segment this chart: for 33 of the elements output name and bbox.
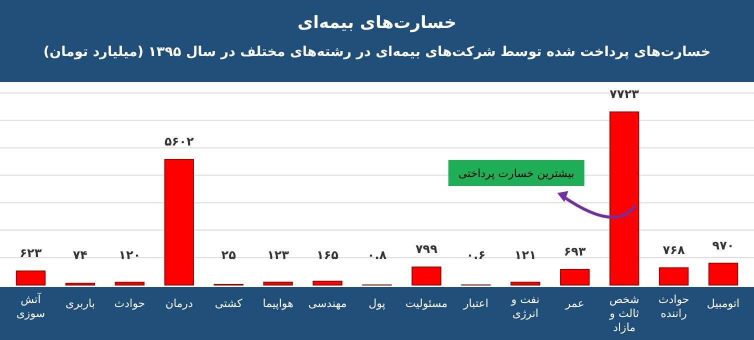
- data-label: ۹۷۰: [712, 238, 734, 252]
- data-label: ۱۲۱: [514, 248, 536, 262]
- x-tick-label: هواپیما: [262, 297, 294, 310]
- data-label: ۱۶۵: [316, 248, 339, 262]
- x-tick-label: آتش سوزی: [16, 292, 46, 320]
- x-tick-label: کشتی: [214, 297, 244, 310]
- x-tick-label: عمر: [564, 297, 584, 310]
- x-tick-label: مسئولیت: [405, 297, 448, 310]
- annotation: بیشترین خسارت پرداختی: [458, 167, 574, 180]
- x-tick-label: حوادث راننده: [658, 293, 690, 320]
- data-label: ۶۲۳: [20, 246, 42, 260]
- x-tick-label: پول: [368, 297, 386, 310]
- x-tick-label: مهندسی: [308, 297, 347, 310]
- data-label: ۷۷۲۳: [610, 87, 640, 101]
- chart-subtitle: خسارت‌های پرداخت شده توسط شرکت‌های بیمه‌ای در رشته‌های مختلف در سال ۱۳۹۵ (میلیارد تومان): [43, 44, 711, 60]
- data-label: ۵۶۰۲: [164, 134, 194, 149]
- x-tick-label: باربری: [65, 297, 95, 310]
- chart-title: خسارت‌های بیمه‌ای: [298, 13, 456, 33]
- data-label: ۱۲۳: [267, 248, 290, 262]
- data-label: ۲۵: [221, 248, 236, 262]
- x-tick-label: اعتبار: [462, 297, 488, 310]
- data-label: ۱۲۰: [118, 248, 141, 262]
- data-label: ۷۴: [72, 248, 88, 262]
- data-label: ۷۹۹: [415, 242, 438, 256]
- x-tick-label: حوادث: [114, 297, 146, 310]
- data-label: ۰.۸: [367, 248, 388, 262]
- data-label: ۶۹۳: [564, 244, 587, 258]
- data-label: ۰.۶: [466, 248, 486, 262]
- x-tick-label: اتومبیل: [706, 297, 740, 310]
- x-tick-label: شخص ثالث و مازاد: [608, 293, 640, 334]
- x-tick-label: نفت و انرژی: [510, 293, 540, 320]
- data-label: ۷۶۸: [662, 242, 686, 257]
- x-tick-label: درمان: [165, 297, 193, 310]
